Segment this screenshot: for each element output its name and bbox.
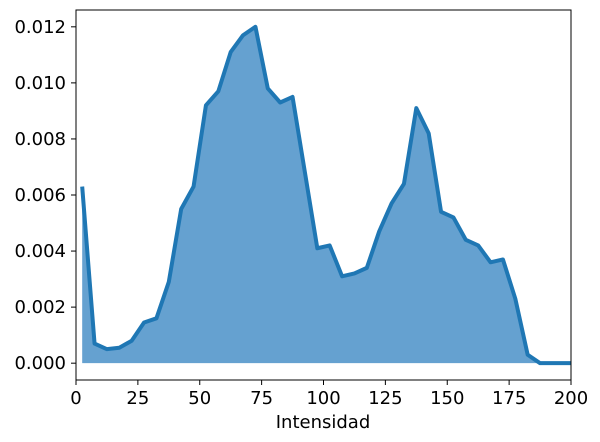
y-tick-label: 0.012 [14, 17, 66, 38]
y-tick-label: 0.010 [14, 73, 66, 94]
x-tick-label: 100 [306, 388, 340, 409]
x-axis-ticks: 0 25 50 75 100 125 150 175 200 [70, 380, 588, 409]
x-tick-label: 75 [250, 388, 273, 409]
x-tick-label: 200 [554, 388, 588, 409]
area-fill [82, 26, 571, 364]
x-tick-label: 0 [70, 388, 81, 409]
plot-area [80, 24, 572, 366]
x-tick-label: 125 [368, 388, 402, 409]
y-tick-label: 0.008 [14, 129, 66, 150]
x-tick-label: 50 [188, 388, 211, 409]
y-tick-label: 0.004 [14, 241, 66, 262]
x-tick-label: 150 [430, 388, 464, 409]
x-tick-label: 25 [126, 388, 149, 409]
x-tick-label: 175 [492, 388, 526, 409]
x-axis-label: Intensidad [276, 412, 371, 433]
y-tick-label: 0.000 [14, 353, 66, 374]
y-tick-label: 0.006 [14, 185, 66, 206]
y-tick-label: 0.002 [14, 297, 66, 318]
y-axis-ticks: 0.000 0.002 0.004 0.006 0.008 0.010 0.012 [14, 17, 76, 374]
